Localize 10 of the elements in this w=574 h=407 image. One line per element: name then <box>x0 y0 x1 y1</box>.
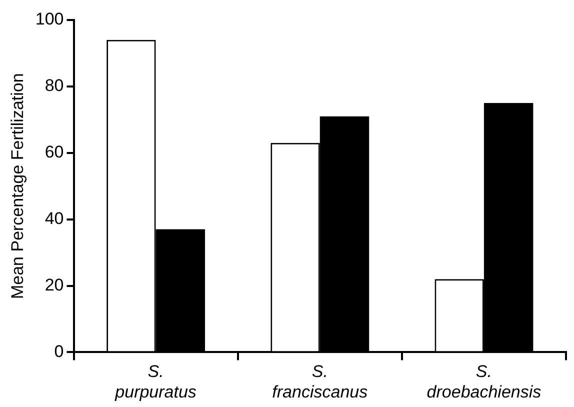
y-tick-label: 100 <box>35 10 64 29</box>
y-tick-label: 0 <box>54 342 64 361</box>
x-tick-label: S. droebachiensis <box>426 362 542 402</box>
x-tick-label: S. franciscanus <box>272 362 368 402</box>
y-axis-title: Mean Percentage Fertilization <box>8 73 27 300</box>
x-tick-label: S. purpuratus <box>114 362 197 402</box>
y-tick-label: 20 <box>44 275 64 294</box>
y-tick-label: 40 <box>44 209 64 228</box>
y-tick-label: 80 <box>44 76 64 96</box>
y-tick-label: 60 <box>44 142 64 162</box>
